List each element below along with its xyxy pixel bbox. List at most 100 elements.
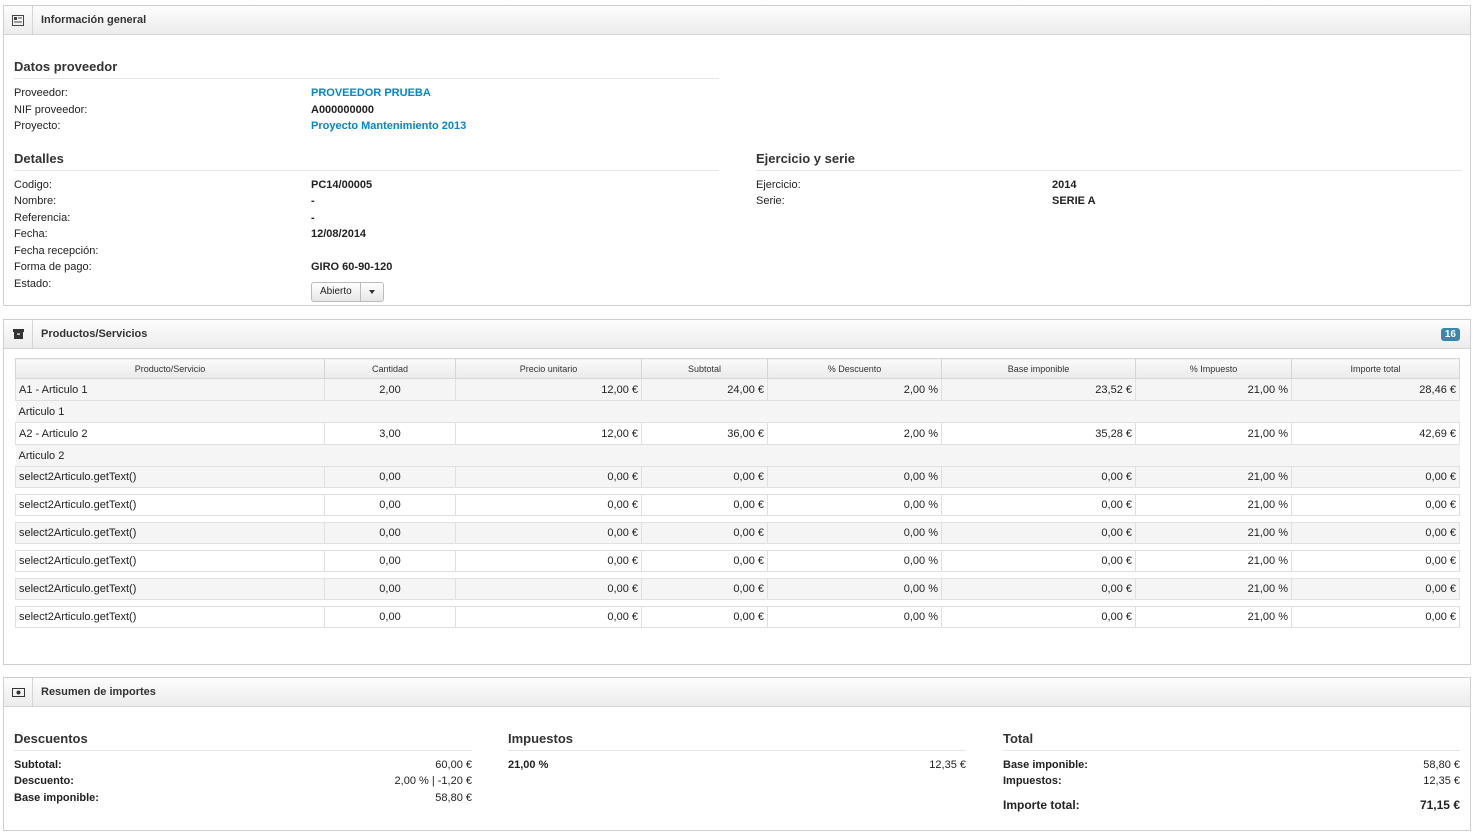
cell-impuesto: 21,00 % (1135, 550, 1292, 572)
detalles-heading: Detalles (14, 151, 64, 166)
estado-dropdown[interactable]: Abierto (311, 282, 384, 302)
cell-subtotal: 24,00 € (641, 378, 768, 401)
cell-base: 0,00 € (941, 466, 1136, 488)
nombre-label: Nombre: (14, 195, 57, 207)
cell-total: 0,00 € (1291, 522, 1460, 544)
total-heading: Total (1003, 731, 1034, 746)
cell-descuento: 0,00 % (767, 606, 942, 628)
table-row-description: Articulo 2 (15, 444, 1460, 467)
column-header[interactable]: % Descuento (767, 358, 942, 379)
cell-cantidad: 0,00 (324, 578, 456, 600)
cell-subtotal: 0,00 € (641, 578, 768, 600)
ejercicio-divider (756, 170, 1461, 171)
subtotal-value: 60,00 € (435, 759, 472, 771)
cell-producto: A2 - Articulo 2 (15, 422, 325, 445)
cell-total: 0,00 € (1291, 494, 1460, 516)
base-imponible-value: 58,80 € (435, 792, 472, 804)
cell-subtotal: 36,00 € (641, 422, 768, 445)
cell-total: 0,00 € (1291, 578, 1460, 600)
cell-cantidad: 0,00 (324, 466, 456, 488)
table-row[interactable]: select2Articulo.getText() 0,00 0,00 € 0,… (15, 578, 1460, 600)
cell-base: 0,00 € (941, 494, 1136, 516)
impuesto-rate-value: 12,35 € (929, 759, 966, 771)
column-header[interactable]: Subtotal (641, 358, 768, 379)
ejercicio-label: Ejercicio: (756, 179, 801, 191)
subtotal-label: Subtotal: (14, 759, 62, 771)
ejercicio-heading: Ejercicio y serie (756, 151, 856, 166)
cell-descripcion: Articulo 2 (15, 444, 1460, 467)
table-header-row: Producto/Servicio Cantidad Precio unitar… (15, 358, 1460, 379)
cell-subtotal: 0,00 € (641, 606, 768, 628)
cell-cantidad: 0,00 (324, 522, 456, 544)
cell-base: 0,00 € (941, 606, 1136, 628)
cell-descuento: 2,00 % (767, 422, 942, 445)
cell-base: 0,00 € (941, 578, 1136, 600)
table-row[interactable]: select2Articulo.getText() 0,00 0,00 € 0,… (15, 522, 1460, 544)
cell-precio: 12,00 € (455, 422, 642, 445)
proyecto-label: Proyecto: (14, 120, 61, 132)
cell-base: 35,28 € (941, 422, 1136, 445)
table-row[interactable]: A1 - Articulo 1 2,00 12,00 € 24,00 € 2,0… (15, 378, 1460, 401)
resumen-widget: Resumen de importes Descuentos Subtotal:… (3, 677, 1471, 831)
table-row[interactable]: select2Articulo.getText() 0,00 0,00 € 0,… (15, 606, 1460, 628)
cell-total: 42,69 € (1291, 422, 1460, 445)
resumen-widget-header: Resumen de importes (4, 678, 1470, 707)
fecha-label: Fecha: (14, 228, 48, 240)
total-base-label: Base imponible: (1003, 759, 1088, 771)
cell-total: 0,00 € (1291, 606, 1460, 628)
cell-subtotal: 0,00 € (641, 466, 768, 488)
cell-producto: select2Articulo.getText() (15, 466, 325, 488)
cell-impuesto: 21,00 % (1135, 422, 1292, 445)
table-row[interactable]: select2Articulo.getText() 0,00 0,00 € 0,… (15, 466, 1460, 488)
row-spacer (15, 515, 1460, 523)
estado-button[interactable]: Abierto (312, 283, 361, 301)
cell-precio: 0,00 € (455, 550, 642, 572)
column-header[interactable]: % Impuesto (1135, 358, 1292, 379)
cell-subtotal: 0,00 € (641, 494, 768, 516)
forma-pago-value: GIRO 60-90-120 (311, 261, 393, 273)
impuestos-heading: Impuestos (508, 731, 574, 746)
cell-producto: select2Articulo.getText() (15, 522, 325, 544)
cell-base: 0,00 € (941, 550, 1136, 572)
total-impuestos-label: Impuestos: (1003, 775, 1062, 787)
table-row[interactable]: select2Articulo.getText() 0,00 0,00 € 0,… (15, 550, 1460, 572)
resumen-widget-title: Resumen de importes (41, 686, 156, 698)
importe-total-label: Importe total: (1003, 798, 1080, 812)
info-widget: Información general Datos proveedor Prov… (3, 5, 1471, 306)
cell-producto: select2Articulo.getText() (15, 578, 325, 600)
cell-subtotal: 0,00 € (641, 522, 768, 544)
money-icon (4, 678, 33, 706)
cell-base: 0,00 € (941, 522, 1136, 544)
total-impuestos-value: 12,35 € (1423, 775, 1460, 787)
row-spacer (15, 599, 1460, 607)
datos-proveedor-divider (14, 78, 719, 79)
table-row[interactable]: select2Articulo.getText() 0,00 0,00 € 0,… (15, 494, 1460, 516)
column-header[interactable]: Importe total (1291, 358, 1460, 379)
descuentos-divider (14, 750, 472, 751)
proyecto-link[interactable]: Proyecto Mantenimiento 2013 (311, 120, 467, 132)
forma-pago-label: Forma de pago: (14, 261, 92, 273)
column-header[interactable]: Base imponible (941, 358, 1136, 379)
column-header[interactable]: Precio unitario (455, 358, 642, 379)
archive-box-icon (4, 320, 33, 348)
cell-descuento: 0,00 % (767, 466, 942, 488)
impuesto-rate-label: 21,00 % (508, 759, 549, 771)
cell-descuento: 0,00 % (767, 522, 942, 544)
cell-cantidad: 2,00 (324, 378, 456, 401)
column-header[interactable]: Producto/Servicio (15, 358, 325, 379)
row-spacer (15, 543, 1460, 551)
table-row[interactable]: A2 - Articulo 2 3,00 12,00 € 36,00 € 2,0… (15, 422, 1460, 445)
chevron-down-icon[interactable] (361, 283, 383, 301)
serie-value: SERIE A (1052, 195, 1096, 207)
column-header[interactable]: Cantidad (324, 358, 456, 379)
ejercicio-value: 2014 (1052, 179, 1077, 191)
cell-total: 28,46 € (1291, 378, 1460, 401)
cell-base: 23,52 € (941, 378, 1136, 401)
proveedor-link[interactable]: PROVEEDOR PRUEBA (311, 87, 431, 99)
referencia-value: - (311, 212, 315, 224)
cell-precio: 0,00 € (455, 522, 642, 544)
cell-total: 0,00 € (1291, 550, 1460, 572)
cell-cantidad: 0,00 (324, 550, 456, 572)
nif-label: NIF proveedor: (14, 104, 88, 116)
cell-producto: select2Articulo.getText() (15, 606, 325, 628)
